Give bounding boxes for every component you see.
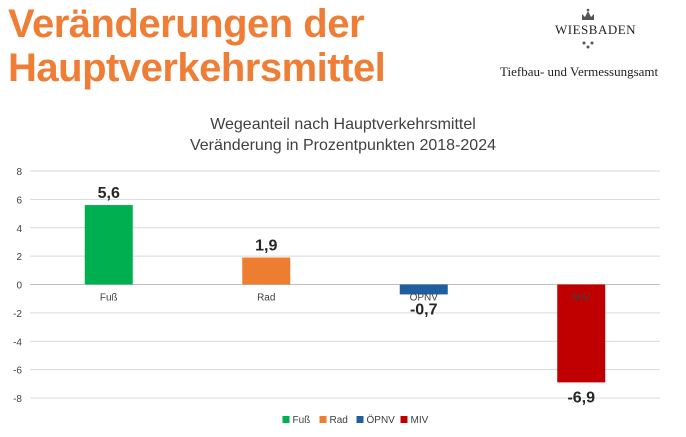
bar	[84, 205, 133, 285]
logo-wordmark: WIESBADEN	[555, 22, 637, 37]
category-label: ÖPNV	[410, 292, 439, 304]
data-label: -0,7	[410, 301, 438, 318]
legend-swatch	[400, 416, 408, 423]
y-tick-label: -6	[13, 366, 22, 377]
data-label: -6,9	[567, 389, 595, 406]
category-label: Fuß	[100, 293, 118, 304]
y-axis: 8 6 4 2 0 -2 -4 -6 -8	[13, 167, 22, 405]
bar-chart: Wegeanteil nach Hauptverkehrsmittel Verä…	[13, 116, 660, 426]
legend-label: ÖPNV	[367, 414, 396, 426]
grid-lines	[30, 170, 660, 399]
y-tick-label: -4	[13, 337, 22, 348]
slide-title: Veränderungen der Hauptverkehrsmittel	[8, 2, 386, 90]
y-tick-label: -8	[13, 394, 22, 405]
category-label: MIV	[572, 293, 590, 304]
slide-title-line-2: Hauptverkehrsmittel	[8, 46, 386, 90]
bars	[84, 205, 606, 383]
legend: Fuß Rad ÖPNV MIV	[282, 414, 429, 426]
data-label: 1,9	[255, 238, 277, 255]
y-tick-label: 6	[16, 195, 22, 206]
data-label: 5,6	[98, 185, 120, 202]
legend-label: Rad	[330, 415, 348, 426]
crown-icon	[582, 8, 594, 20]
y-tick-label: 4	[16, 224, 22, 235]
legend-label: MIV	[411, 415, 429, 426]
y-tick-label: 2	[16, 252, 22, 263]
bar	[399, 284, 448, 295]
city-logo: WIESBADEN Tiefbau- und Vermessungsamt	[500, 8, 680, 88]
category-label: Rad	[257, 293, 275, 304]
category-labels: Fuß Rad ÖPNV MIV	[100, 292, 591, 304]
y-tick-label: 8	[16, 167, 22, 178]
chart-subtitle: Veränderung in Prozentpunkten 2018-2024	[190, 137, 496, 154]
legend-swatch	[319, 416, 327, 423]
department-name: Tiefbau- und Vermessungsamt	[500, 64, 659, 79]
bar	[557, 284, 606, 383]
data-labels: 5,6 1,9 -0,7 -6,9	[98, 185, 596, 406]
y-tick-label: -2	[13, 309, 22, 320]
chart-title: Wegeanteil nach Hauptverkehrsmittel	[210, 116, 476, 133]
legend-swatch	[282, 416, 290, 423]
y-tick-label: 0	[16, 281, 22, 292]
lilies-icon	[582, 41, 594, 49]
legend-label: Fuß	[293, 415, 311, 426]
bar	[242, 257, 291, 285]
slide-title-line-1: Veränderungen der	[8, 2, 365, 46]
legend-swatch	[356, 416, 364, 423]
